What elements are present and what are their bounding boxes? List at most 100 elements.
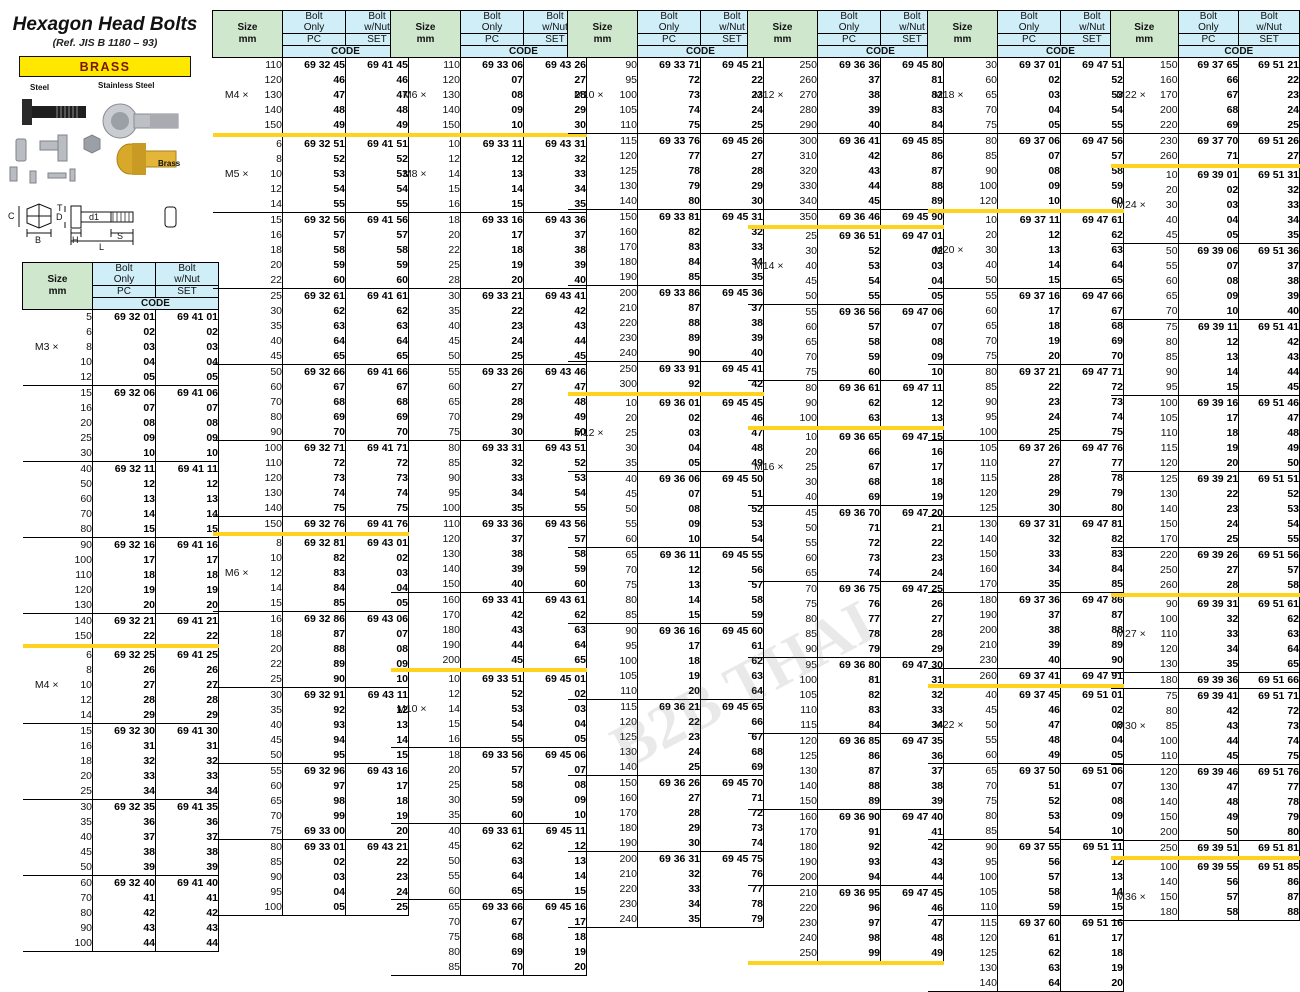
code-bolt-only[interactable]: 14 <box>460 182 524 197</box>
table-row[interactable]: 15 14 34 <box>391 182 587 197</box>
code-bolt-with-nut[interactable]: 08 <box>155 416 219 431</box>
code-bolt-with-nut[interactable]: 32 <box>155 754 219 769</box>
code-bolt-only[interactable]: 47 <box>1177 780 1239 795</box>
table-row[interactable]: 120 69 36 85 69 47 35 <box>748 733 944 749</box>
table-row[interactable]: 60 97 17 <box>213 779 409 794</box>
table-row[interactable]: 150 33 83 <box>928 547 1124 562</box>
code-bolt-with-nut[interactable]: 10 <box>155 446 219 462</box>
code-bolt-only[interactable]: 63 <box>817 411 881 430</box>
code-bolt-only[interactable]: 89 <box>282 657 346 672</box>
code-bolt-only[interactable]: 23 <box>1177 502 1239 517</box>
code-bolt-with-nut[interactable]: 10 <box>345 672 409 688</box>
table-row[interactable]: 75 69 33 00 20 <box>212 824 409 840</box>
code-bolt-only[interactable]: 69 33 26 <box>460 364 524 380</box>
table-row[interactable]: 25 69 36 51 69 47 01 <box>748 227 944 244</box>
table-row[interactable]: 70 14 14 <box>23 507 219 522</box>
code-bolt-only[interactable]: 58 <box>282 243 346 258</box>
code-bolt-with-nut[interactable]: 69 45 70 <box>700 775 764 791</box>
table-row[interactable]: 130 24 68 <box>568 745 764 760</box>
table-row[interactable]: 18 32 32 <box>23 754 219 769</box>
code-bolt-only[interactable]: 17 <box>997 304 1061 319</box>
code-bolt-with-nut[interactable]: 38 <box>155 845 219 860</box>
code-bolt-only[interactable]: 34 <box>1177 642 1239 657</box>
code-bolt-only[interactable]: 69 37 06 <box>997 133 1061 149</box>
code-bolt-only[interactable]: 84 <box>817 718 881 734</box>
table-row[interactable]: 300 69 36 41 69 45 85 <box>748 133 944 149</box>
code-bolt-only[interactable]: 07 <box>637 487 701 502</box>
code-bolt-only[interactable]: 69 37 45 <box>997 686 1061 703</box>
table-row[interactable]: 65 69 33 66 69 45 16 <box>391 899 587 915</box>
code-bolt-only[interactable]: 92 <box>282 703 346 718</box>
code-bolt-only[interactable]: 62 <box>282 304 346 319</box>
code-bolt-with-nut[interactable]: 18 <box>1060 946 1124 961</box>
table-row[interactable]: 85 02 22 <box>213 855 409 870</box>
code-bolt-only[interactable]: 58 <box>817 335 881 350</box>
table-row[interactable]: 100 44 74 <box>1111 734 1300 749</box>
table-row[interactable]: 110 18 18 <box>23 568 219 583</box>
code-bolt-only[interactable]: 94 <box>817 870 881 886</box>
table-row[interactable]: 120 61 17 <box>928 931 1124 946</box>
table-row[interactable]: 190 30 74 <box>567 836 764 852</box>
table-row[interactable]: 115 69 37 60 69 51 16 <box>928 915 1124 931</box>
code-bolt-only[interactable]: 28 <box>997 471 1061 486</box>
table-row[interactable]: 60 69 32 40 69 41 40 <box>23 875 219 891</box>
code-bolt-with-nut[interactable]: 23 <box>1238 88 1300 103</box>
code-bolt-only[interactable]: 18 <box>92 568 156 583</box>
table-row[interactable]: 130 63 19 <box>928 961 1124 976</box>
code-bolt-with-nut[interactable]: 20 <box>345 824 409 840</box>
code-bolt-with-nut[interactable]: 10 <box>523 808 587 824</box>
code-bolt-only[interactable]: 30 <box>997 501 1061 517</box>
code-bolt-with-nut[interactable]: 80 <box>1238 825 1300 841</box>
table-row[interactable]: 45 54 04 <box>748 274 944 289</box>
code-bolt-with-nut[interactable]: 77 <box>700 882 764 897</box>
table-row[interactable]: 180 84 34 <box>568 255 764 270</box>
code-bolt-only[interactable]: 69 32 11 <box>92 461 156 477</box>
code-bolt-only[interactable]: 44 <box>92 936 156 952</box>
code-bolt-with-nut[interactable]: 39 <box>155 860 219 876</box>
code-bolt-only[interactable]: 69 33 06 <box>460 57 524 73</box>
code-bolt-with-nut[interactable]: 69 47 45 <box>880 885 944 901</box>
table-row[interactable]: 120 73 73 <box>213 471 409 486</box>
code-bolt-only[interactable]: 04 <box>1177 213 1239 228</box>
code-bolt-only[interactable]: 74 <box>637 103 701 118</box>
table-row[interactable]: 50 55 05 <box>747 289 944 305</box>
code-bolt-only[interactable]: 64 <box>997 976 1061 992</box>
code-bolt-only[interactable]: 69 36 95 <box>817 885 881 901</box>
code-bolt-with-nut[interactable]: 35 <box>700 270 764 286</box>
table-row[interactable]: 150 69 36 26 69 45 70 <box>568 775 764 791</box>
code-bolt-with-nut[interactable]: 25 <box>1238 118 1300 134</box>
table-row[interactable]: M10 × 14 53 03 <box>391 702 587 717</box>
code-bolt-only[interactable]: 22 <box>460 304 524 319</box>
code-bolt-with-nut[interactable]: 39 <box>1238 289 1300 304</box>
code-bolt-only[interactable]: 69 <box>460 945 524 960</box>
code-bolt-with-nut[interactable]: 50 <box>523 425 587 441</box>
code-bolt-only[interactable]: 24 <box>997 410 1061 425</box>
table-row[interactable]: 40 69 37 45 69 51 01 <box>928 686 1124 703</box>
table-row[interactable]: 220 88 38 <box>568 316 764 331</box>
table-row[interactable]: 50 95 15 <box>212 748 409 764</box>
table-row[interactable]: 85 54 10 <box>927 824 1124 840</box>
code-bolt-with-nut[interactable]: 09 <box>523 793 587 808</box>
table-row[interactable]: 125 78 28 <box>568 164 764 179</box>
code-bolt-with-nut[interactable]: 69 41 76 <box>345 516 409 536</box>
code-bolt-only[interactable]: 10 <box>637 532 701 548</box>
code-bolt-only[interactable]: 40 <box>997 653 1061 669</box>
table-row[interactable]: 210 39 89 <box>928 638 1124 653</box>
table-row[interactable]: 250 69 39 51 69 51 81 <box>1110 840 1300 860</box>
table-row[interactable]: 260 37 81 <box>748 73 944 88</box>
code-bolt-only[interactable]: 38 <box>92 845 156 860</box>
code-bolt-with-nut[interactable]: 78 <box>1238 795 1300 810</box>
table-row[interactable]: 85 78 28 <box>748 627 944 642</box>
table-row[interactable]: 125 69 39 21 69 51 51 <box>1111 471 1300 487</box>
code-bolt-only[interactable]: 37 <box>92 830 156 845</box>
table-row[interactable]: 210 32 76 <box>568 867 764 882</box>
table-row[interactable]: 200 38 88 <box>928 623 1124 638</box>
code-bolt-only[interactable]: 48 <box>282 103 346 118</box>
code-bolt-only[interactable]: 78 <box>817 627 881 642</box>
table-row[interactable]: 105 58 14 <box>928 885 1124 900</box>
code-bolt-only[interactable]: 54 <box>282 182 346 197</box>
code-bolt-with-nut[interactable]: 69 45 11 <box>523 823 587 839</box>
code-bolt-only[interactable]: 03 <box>997 88 1061 103</box>
code-bolt-with-nut[interactable]: 69 <box>1060 334 1124 349</box>
table-row[interactable]: 110 18 48 <box>1111 426 1300 441</box>
